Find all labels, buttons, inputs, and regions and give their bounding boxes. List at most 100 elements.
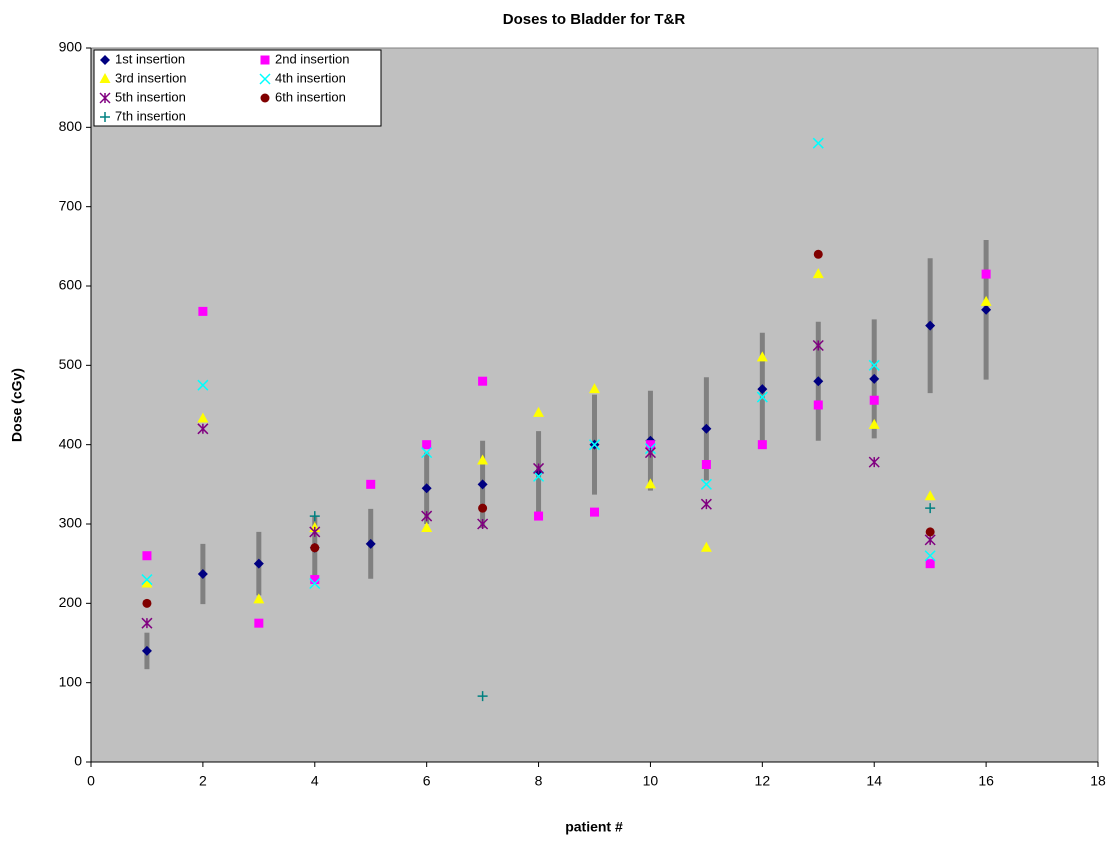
marker bbox=[756, 351, 768, 362]
marker bbox=[869, 373, 880, 384]
marker bbox=[588, 439, 601, 451]
marker bbox=[700, 541, 712, 552]
x-tick-label: 2 bbox=[199, 773, 207, 789]
marker bbox=[645, 440, 655, 450]
marker bbox=[812, 339, 824, 352]
marker bbox=[309, 511, 320, 522]
marker bbox=[478, 376, 488, 386]
marker bbox=[197, 412, 209, 423]
marker bbox=[869, 395, 879, 405]
marker bbox=[141, 617, 153, 629]
marker bbox=[644, 447, 656, 459]
marker bbox=[644, 478, 656, 489]
legend-label: 4th insertion bbox=[275, 70, 346, 85]
marker bbox=[197, 379, 209, 391]
y-tick-label: 200 bbox=[59, 594, 83, 610]
marker bbox=[421, 483, 432, 494]
marker bbox=[533, 406, 545, 417]
legend-marker bbox=[99, 73, 111, 83]
marker bbox=[925, 503, 936, 514]
marker bbox=[980, 295, 992, 306]
x-tick-label: 18 bbox=[1090, 773, 1106, 789]
marker bbox=[813, 249, 823, 259]
legend-box bbox=[93, 49, 382, 127]
marker bbox=[757, 440, 767, 450]
y-tick-label: 900 bbox=[59, 39, 83, 55]
legend-marker bbox=[100, 112, 110, 122]
legend-marker bbox=[99, 92, 111, 104]
marker bbox=[197, 568, 208, 579]
marker bbox=[421, 510, 433, 522]
marker bbox=[981, 304, 992, 315]
marker bbox=[924, 490, 936, 501]
marker bbox=[981, 269, 991, 279]
x-tick-label: 16 bbox=[978, 773, 994, 789]
y-tick-label: 100 bbox=[59, 673, 83, 689]
x-axis-title: patient # bbox=[565, 819, 623, 835]
y-axis-title: Dose (cGy) bbox=[9, 368, 25, 442]
legend-marker bbox=[260, 55, 270, 65]
marker bbox=[589, 383, 600, 394]
y-tick-label: 600 bbox=[59, 277, 83, 293]
marker bbox=[924, 534, 936, 546]
legend-marker bbox=[260, 93, 270, 103]
x-tick-label: 10 bbox=[643, 773, 659, 789]
marker bbox=[141, 577, 153, 588]
marker bbox=[477, 518, 489, 530]
marker bbox=[478, 503, 488, 513]
marker bbox=[868, 456, 880, 468]
marker bbox=[590, 507, 599, 517]
marker bbox=[924, 550, 936, 562]
legend-label: 3rd insertion bbox=[115, 70, 187, 85]
chart-title: Doses to Bladder for T&R bbox=[503, 11, 686, 28]
marker bbox=[366, 479, 376, 489]
marker bbox=[868, 359, 880, 371]
legend-label: 6th insertion bbox=[275, 89, 346, 104]
marker bbox=[197, 423, 209, 435]
marker bbox=[422, 440, 432, 450]
marker bbox=[477, 454, 489, 465]
marker bbox=[700, 498, 712, 510]
y-tick-label: 300 bbox=[59, 515, 83, 531]
marker bbox=[700, 478, 712, 490]
legend-marker bbox=[100, 55, 110, 65]
legend-label: 7th insertion bbox=[115, 108, 186, 123]
marker bbox=[421, 521, 433, 532]
marker bbox=[925, 559, 935, 569]
marker bbox=[813, 376, 824, 387]
y-tick-label: 0 bbox=[74, 753, 82, 769]
legend-label: 1st insertion bbox=[115, 51, 185, 66]
marker bbox=[534, 511, 544, 521]
x-tick-label: 12 bbox=[755, 773, 771, 789]
legend-marker bbox=[259, 73, 271, 85]
marker bbox=[142, 598, 152, 608]
legend-label: 2nd insertion bbox=[275, 51, 349, 66]
marker bbox=[142, 551, 152, 561]
marker bbox=[701, 423, 712, 434]
marker bbox=[253, 593, 265, 604]
x-tick-label: 14 bbox=[866, 773, 882, 789]
marker bbox=[310, 575, 320, 585]
marker bbox=[477, 691, 488, 702]
marker bbox=[533, 470, 545, 482]
marker bbox=[141, 645, 152, 656]
y-tick-label: 700 bbox=[59, 197, 83, 213]
marker bbox=[812, 268, 824, 279]
x-tick-label: 4 bbox=[311, 773, 319, 789]
marker bbox=[701, 460, 711, 469]
marker bbox=[925, 320, 936, 331]
marker bbox=[365, 538, 376, 549]
marker bbox=[198, 306, 208, 316]
marker bbox=[309, 577, 321, 590]
marker bbox=[253, 558, 264, 569]
marker bbox=[757, 384, 768, 395]
marker bbox=[477, 479, 488, 490]
marker bbox=[813, 400, 823, 410]
y-tick-label: 500 bbox=[59, 356, 83, 372]
x-tick-label: 6 bbox=[423, 773, 431, 789]
marker bbox=[868, 418, 880, 429]
marker bbox=[254, 618, 264, 628]
x-tick-label: 0 bbox=[87, 773, 95, 789]
y-tick-label: 800 bbox=[59, 118, 83, 134]
